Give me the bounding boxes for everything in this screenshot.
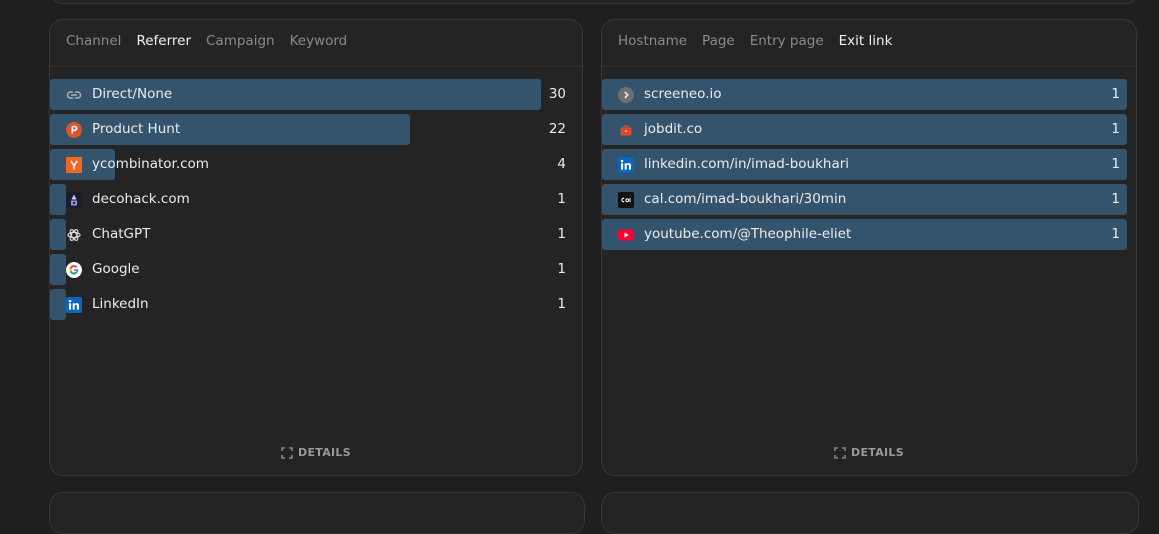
linkedin-icon bbox=[66, 297, 82, 313]
previous-card bbox=[50, 0, 1138, 4]
item-label: linkedin.com/in/imad-boukhari bbox=[644, 156, 850, 172]
ycombinator-icon bbox=[66, 157, 82, 173]
tab-keyword[interactable]: Keyword bbox=[289, 33, 348, 49]
list-item[interactable]: ycombinator.com 4 bbox=[50, 149, 582, 180]
value-bar bbox=[602, 149, 1127, 180]
item-value: 1 bbox=[1111, 156, 1120, 172]
item-label: screeneo.io bbox=[644, 86, 722, 102]
details-button[interactable]: DETAILS bbox=[602, 446, 1136, 459]
list-item[interactable]: screeneo.io 1 bbox=[602, 79, 1136, 110]
chatgpt-icon bbox=[66, 227, 82, 243]
page-tabs: Hostname Page Entry page Exit link bbox=[618, 33, 892, 49]
linkedin-icon bbox=[618, 157, 634, 173]
google-icon bbox=[66, 262, 82, 278]
value-bar bbox=[50, 289, 66, 320]
item-label: LinkedIn bbox=[92, 296, 149, 312]
tab-channel[interactable]: Channel bbox=[66, 33, 122, 49]
list-item[interactable]: decohack.com 1 bbox=[50, 184, 582, 215]
item-value: 1 bbox=[1111, 121, 1120, 137]
value-bar bbox=[602, 219, 1127, 250]
tab-referrer[interactable]: Referrer bbox=[136, 33, 191, 49]
value-bar bbox=[50, 219, 66, 250]
tab-entry-page[interactable]: Entry page bbox=[749, 33, 824, 49]
item-value: 1 bbox=[1111, 86, 1120, 102]
tab-exit-link[interactable]: Exit link bbox=[838, 33, 893, 49]
referrer-tabs: Channel Referrer Campaign Keyword bbox=[66, 33, 347, 49]
list-item[interactable]: ChatGPT 1 bbox=[50, 219, 582, 250]
exit-link-list: screeneo.io 1 jobdit.co 1 linkedin.com/i… bbox=[602, 79, 1136, 254]
item-label: ycombinator.com bbox=[92, 156, 209, 172]
list-item[interactable]: LinkedIn 1 bbox=[50, 289, 582, 320]
item-value: 4 bbox=[557, 156, 566, 172]
item-value: 1 bbox=[557, 296, 566, 312]
item-value: 1 bbox=[557, 226, 566, 242]
tabs-divider bbox=[602, 66, 1136, 67]
item-value: 1 bbox=[557, 191, 566, 207]
tabs-divider bbox=[50, 66, 582, 67]
value-bar bbox=[50, 79, 541, 110]
value-bar bbox=[602, 79, 1127, 110]
product-hunt-icon bbox=[66, 122, 82, 138]
value-bar bbox=[50, 149, 115, 180]
tab-campaign[interactable]: Campaign bbox=[206, 33, 275, 49]
decohack-icon bbox=[66, 192, 82, 208]
youtube-icon bbox=[618, 227, 634, 243]
value-bar bbox=[50, 114, 410, 145]
next-card-left bbox=[49, 492, 585, 534]
item-label: youtube.com/@Theophile-eliet bbox=[644, 226, 852, 242]
referrer-list: Direct/None 30 Product Hunt 22 ycombinat… bbox=[50, 79, 582, 324]
item-label: decohack.com bbox=[92, 191, 190, 207]
item-value: 30 bbox=[548, 86, 566, 102]
tab-page[interactable]: Page bbox=[702, 33, 735, 49]
item-label: Google bbox=[92, 261, 140, 277]
item-value: 1 bbox=[1111, 226, 1120, 242]
expand-icon bbox=[834, 446, 846, 459]
cal-icon bbox=[618, 192, 634, 208]
list-item[interactable]: Product Hunt 22 bbox=[50, 114, 582, 145]
item-label: cal.com/imad-boukhari/30min bbox=[644, 191, 847, 207]
exit-link-panel: Hostname Page Entry page Exit link scree… bbox=[601, 19, 1137, 476]
item-value: 1 bbox=[1111, 191, 1120, 207]
item-label: ChatGPT bbox=[92, 226, 151, 242]
value-bar bbox=[50, 184, 66, 215]
jobdit-icon bbox=[618, 122, 634, 138]
value-bar bbox=[50, 254, 66, 285]
item-value: 22 bbox=[548, 121, 566, 137]
details-button[interactable]: DETAILS bbox=[50, 446, 582, 459]
screeneo-icon bbox=[618, 87, 634, 103]
list-item[interactable]: Direct/None 30 bbox=[50, 79, 582, 110]
value-bar bbox=[602, 114, 1127, 145]
referrer-panel: Channel Referrer Campaign Keyword Direct… bbox=[49, 19, 583, 476]
list-item[interactable]: youtube.com/@Theophile-eliet 1 bbox=[602, 219, 1136, 250]
details-label: DETAILS bbox=[851, 446, 904, 459]
details-label: DETAILS bbox=[298, 446, 351, 459]
list-item[interactable]: Google 1 bbox=[50, 254, 582, 285]
item-label: Direct/None bbox=[92, 86, 173, 102]
tab-hostname[interactable]: Hostname bbox=[618, 33, 688, 49]
item-label: Product Hunt bbox=[92, 121, 181, 137]
list-item[interactable]: cal.com/imad-boukhari/30min 1 bbox=[602, 184, 1136, 215]
list-item[interactable]: linkedin.com/in/imad-boukhari 1 bbox=[602, 149, 1136, 180]
next-card-right bbox=[601, 492, 1139, 534]
item-label: jobdit.co bbox=[644, 121, 703, 137]
item-value: 1 bbox=[557, 261, 566, 277]
list-item[interactable]: jobdit.co 1 bbox=[602, 114, 1136, 145]
link-icon bbox=[66, 87, 82, 103]
expand-icon bbox=[281, 446, 293, 459]
value-bar bbox=[602, 184, 1127, 215]
